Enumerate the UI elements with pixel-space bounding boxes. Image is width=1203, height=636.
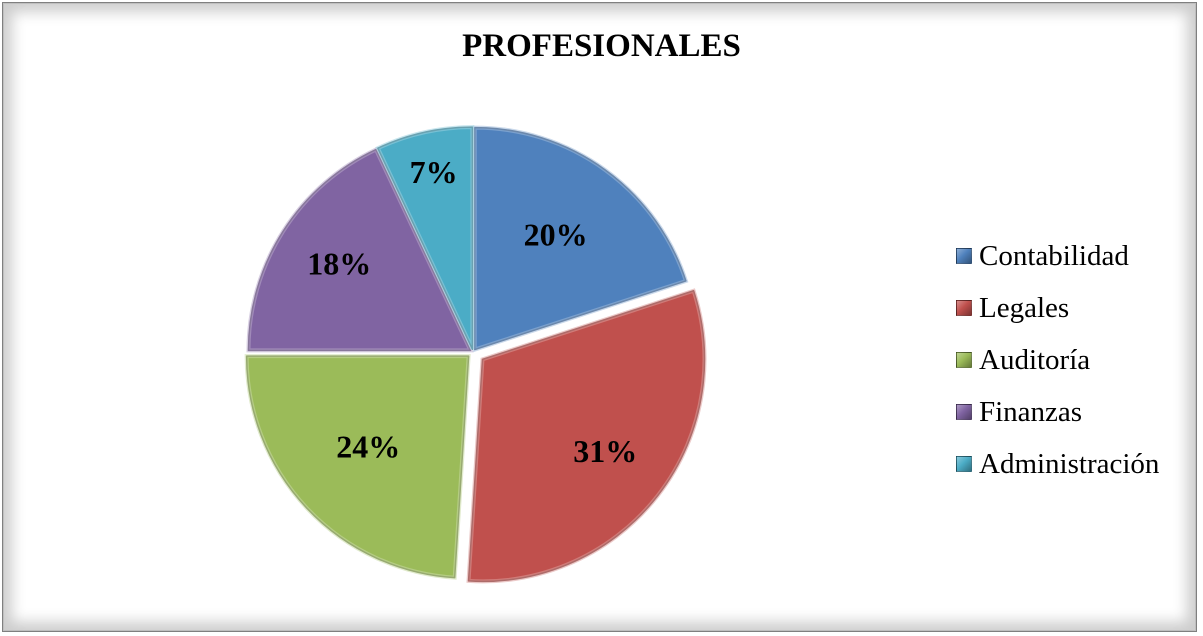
legend-label: Contabilidad [979, 239, 1129, 272]
legend: Contabilidad Legales Auditoría Finanzas … [956, 230, 1159, 490]
data-label-administracion: 7% [410, 154, 458, 190]
pie-slice-bevel [244, 354, 471, 580]
chart-title: PROFESIONALES [462, 28, 741, 64]
legend-swatch [956, 300, 972, 316]
pie-slice-auditoria [245, 355, 470, 579]
data-label-finanzas: 18% [307, 245, 371, 281]
legend-item-administracion: Administración [956, 438, 1159, 490]
legend-item-contabilidad: Contabilidad [956, 230, 1159, 282]
pie-slice-bevel [246, 146, 474, 353]
legend-item-finanzas: Finanzas [956, 386, 1159, 438]
legend-label: Administración [979, 447, 1160, 480]
legend-swatch [956, 456, 972, 472]
legend-label: Auditoría [979, 343, 1091, 376]
legend-swatch [956, 352, 972, 368]
data-label-contabilidad: 20% [524, 217, 588, 253]
legend-swatch [956, 248, 972, 264]
pie-slice-bevel [472, 125, 689, 353]
legend-label: Legales [979, 291, 1070, 324]
data-label-legales: 31% [573, 433, 637, 469]
legend-label: Finanzas [979, 395, 1083, 428]
legend-item-legales: Legales [956, 282, 1159, 334]
pie-slice-bevel [375, 125, 475, 350]
pie-slice-bevel [466, 288, 707, 584]
data-label-auditoria: 24% [336, 429, 400, 465]
legend-item-auditoria: Auditoría [956, 334, 1159, 386]
legend-swatch [956, 404, 972, 420]
